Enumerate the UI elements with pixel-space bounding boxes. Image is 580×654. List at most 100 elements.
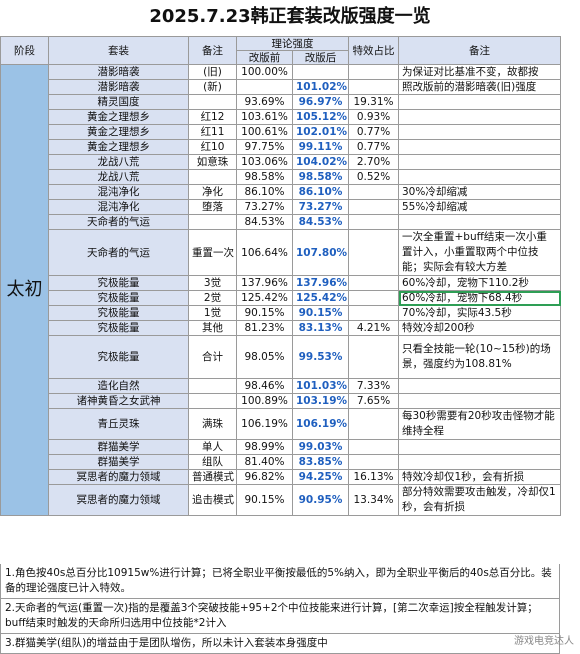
note-cell: 每30秒需要有20秒攻击怪物才能维持全程: [398, 408, 561, 440]
before-value-cell: 98.99%: [236, 439, 293, 455]
ratio-cell: 0.52%: [348, 169, 399, 185]
after-value-cell: 99.53%: [292, 335, 349, 379]
remark-cell: [188, 214, 237, 230]
table-row: 天命者的气运 84.53% 84.53%: [1, 214, 561, 230]
set-name-cell: 龙战八荒: [48, 169, 189, 185]
before-value-cell: 86.10%: [236, 184, 293, 200]
note-cell: [398, 169, 561, 185]
after-value-cell: 86.10%: [292, 184, 349, 200]
header-note: 备注: [398, 36, 561, 65]
ratio-cell: [348, 290, 399, 306]
set-name-cell: 造化自然: [48, 378, 189, 394]
ratio-cell: 16.13%: [348, 469, 399, 485]
header-after: 改版后: [292, 50, 349, 65]
remark-cell: 重置一次: [188, 229, 237, 276]
set-name-cell: 青丘灵珠: [48, 408, 189, 440]
ratio-cell: [348, 199, 399, 215]
remark-cell: 3觉: [188, 275, 237, 291]
set-name-cell: 黄金之理想乡: [48, 139, 189, 155]
table-row: 混沌净化 净化 86.10% 86.10% 30%冷却缩减: [1, 184, 561, 200]
ratio-cell: 4.21%: [348, 320, 399, 336]
table-row: 黄金之理想乡 红12 103.61% 105.12% 0.93%: [1, 109, 561, 125]
footnotes: 1.角色按40s总百分比10915w%进行计算；已将全职业平衡按最低的5%纳入，…: [0, 564, 560, 654]
table-row: 究极能量 2觉 125.42% 125.42% 60%冷却，宠物下68.4秒: [1, 290, 561, 306]
header-ratio: 特效占比: [348, 36, 399, 65]
remark-cell: (旧): [188, 64, 237, 80]
before-value-cell: 125.42%: [236, 290, 293, 306]
ratio-cell: 7.33%: [348, 378, 399, 394]
footnote: 1.角色按40s总百分比10915w%进行计算；已将全职业平衡按最低的5%纳入，…: [0, 564, 560, 599]
ratio-cell: [348, 335, 399, 379]
after-value-cell: 98.58%: [292, 169, 349, 185]
before-value-cell: 103.61%: [236, 109, 293, 125]
note-cell: [398, 139, 561, 155]
set-name-cell: 混沌净化: [48, 199, 189, 215]
remark-cell: 追击模式: [188, 484, 237, 516]
before-value-cell: 100.61%: [236, 124, 293, 140]
remark-cell: 单人: [188, 439, 237, 455]
ratio-cell: [348, 184, 399, 200]
subheader-row: 改版前 改版后: [1, 50, 561, 65]
note-cell: 特效冷却200秒: [398, 320, 561, 336]
note-cell: [398, 439, 561, 455]
note-cell: 60%冷却，宠物下68.4秒: [398, 290, 561, 306]
table-row: 龙战八荒 如意珠 103.06% 104.02% 2.70%: [1, 154, 561, 170]
before-value-cell: 98.58%: [236, 169, 293, 185]
table-row: 冥思者的魔力领域 普通模式 96.82% 94.25% 16.13% 特效冷却仅1秒，会有…: [1, 469, 561, 485]
before-value-cell: 103.06%: [236, 154, 293, 170]
ratio-cell: 0.93%: [348, 109, 399, 125]
set-name-cell: 龙战八荒: [48, 154, 189, 170]
after-value-cell: 84.53%: [292, 214, 349, 230]
set-name-cell: 精灵国度: [48, 94, 189, 110]
note-cell: 60%冷却，宠物下110.2秒: [398, 275, 561, 291]
remark-cell: 堕落: [188, 199, 237, 215]
after-value-cell: 101.02%: [292, 79, 349, 95]
table-row: 群猫美学 单人 98.99% 99.03%: [1, 439, 561, 455]
note-cell: 55%冷却缩减: [398, 199, 561, 215]
remark-cell: 如意珠: [188, 154, 237, 170]
strength-table: 阶段 套装 备注 理论强度 特效占比 备注 改版前 改版后 太初 潜影暗袭 (旧) 1…: [0, 36, 561, 516]
ratio-cell: 0.77%: [348, 139, 399, 155]
note-cell: [398, 109, 561, 125]
table-row: 青丘灵珠 满珠 106.19% 106.19% 每30秒需要有20秒攻击怪物才能维持全程: [1, 408, 561, 440]
before-value-cell: [236, 79, 293, 95]
watermark: 游戏电竞达人: [514, 636, 574, 647]
before-value-cell: 96.82%: [236, 469, 293, 485]
ratio-cell: [348, 439, 399, 455]
before-value-cell: 137.96%: [236, 275, 293, 291]
footnote: 2.天命者的气运(重置一次)指的是覆盖3个突破技能+95+2个中位技能来进行计算…: [0, 599, 560, 634]
after-value-cell: 137.96%: [292, 275, 349, 291]
ratio-cell: [348, 214, 399, 230]
note-cell: 70%冷却，实际43.5秒: [398, 305, 561, 321]
note-cell: [398, 154, 561, 170]
after-value-cell: 83.85%: [292, 454, 349, 470]
note-cell: 一次全重置+buff结束一次小重置计入，小重置取两个中位技能；实际会有较大方差: [398, 229, 561, 276]
table-row: 究极能量 3觉 137.96% 137.96% 60%冷却，宠物下110.2秒: [1, 275, 561, 291]
note-cell: 只看全技能一轮(10~15秒)的场景，强度约为108.81%: [398, 335, 561, 379]
table-row: 群猫美学 组队 81.40% 83.85%: [1, 454, 561, 470]
after-value-cell: 101.03%: [292, 378, 349, 394]
set-name-cell: 潜影暗袭: [48, 64, 189, 80]
ratio-cell: [348, 64, 399, 80]
note-cell: [398, 378, 561, 394]
before-value-cell: 100.89%: [236, 393, 293, 409]
after-value-cell: 106.19%: [292, 408, 349, 440]
set-name-cell: 究极能量: [48, 335, 189, 379]
ratio-cell: [348, 79, 399, 95]
remark-cell: 普通模式: [188, 469, 237, 485]
footnote: 3.群猫美学(组队)的增益由于是团队增伤，所以未计入套装本身强度中: [0, 634, 560, 654]
stage-cell: 太初: [0, 64, 49, 516]
after-value-cell: 73.27%: [292, 199, 349, 215]
before-value-cell: 90.15%: [236, 305, 293, 321]
ratio-cell: 0.77%: [348, 124, 399, 140]
ratio-cell: 7.65%: [348, 393, 399, 409]
set-name-cell: 诸神黄昏之女武神: [48, 393, 189, 409]
after-value-cell: [292, 64, 349, 80]
ratio-cell: 13.34%: [348, 484, 399, 516]
before-value-cell: 93.69%: [236, 94, 293, 110]
before-value-cell: 98.05%: [236, 335, 293, 379]
table-row: 精灵国度 93.69% 96.97% 19.31%: [1, 94, 561, 110]
set-name-cell: 究极能量: [48, 320, 189, 336]
remark-cell: [188, 169, 237, 185]
set-name-cell: 冥思者的魔力领域: [48, 469, 189, 485]
